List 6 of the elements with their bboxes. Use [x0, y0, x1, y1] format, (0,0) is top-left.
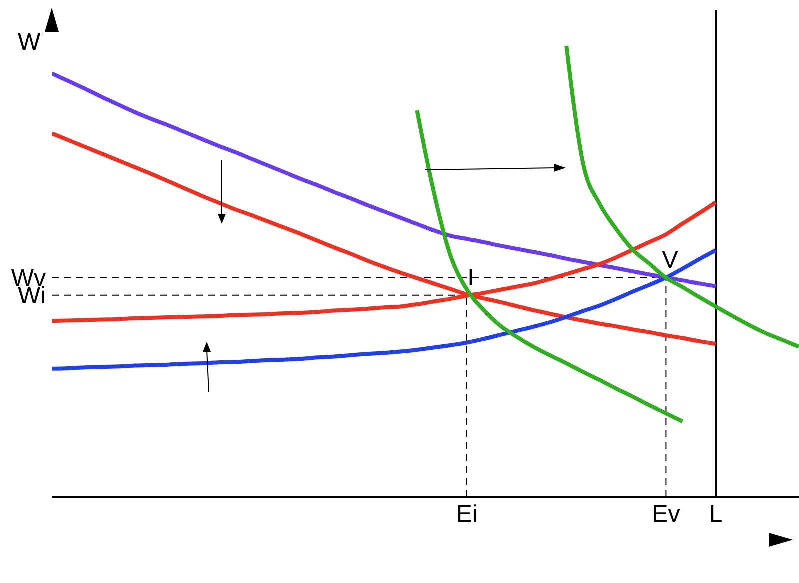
y-axis-title: W — [18, 29, 41, 56]
x-tick-label: L — [709, 501, 723, 528]
annotation: V — [662, 246, 678, 274]
annotation: I — [468, 264, 474, 292]
x-tick-label: Ev — [652, 501, 680, 528]
x-tick-label: Ei — [456, 501, 478, 528]
